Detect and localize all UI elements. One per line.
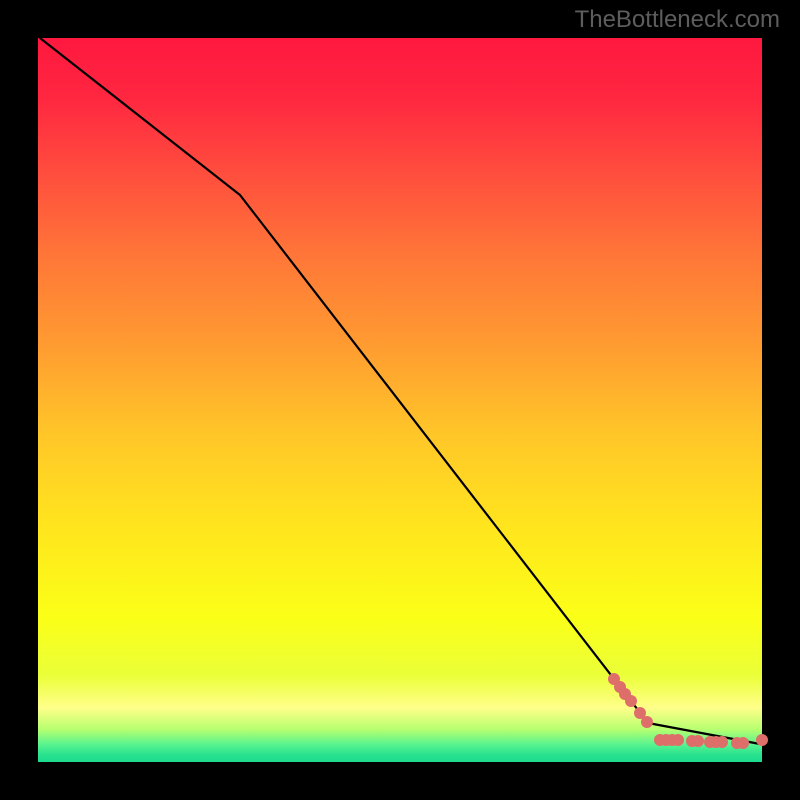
scatter-point	[625, 695, 637, 707]
scatter-point	[692, 735, 704, 747]
scatter-point	[641, 716, 653, 728]
scatter-point	[716, 736, 728, 748]
scatter-point	[737, 737, 749, 749]
watermark-text: TheBottleneck.com	[575, 6, 780, 34]
plot-area-gradient	[38, 38, 762, 762]
chart-svg	[0, 0, 800, 800]
scatter-point	[672, 734, 684, 746]
scatter-point	[756, 734, 768, 746]
chart-stage: TheBottleneck.com	[0, 0, 800, 800]
